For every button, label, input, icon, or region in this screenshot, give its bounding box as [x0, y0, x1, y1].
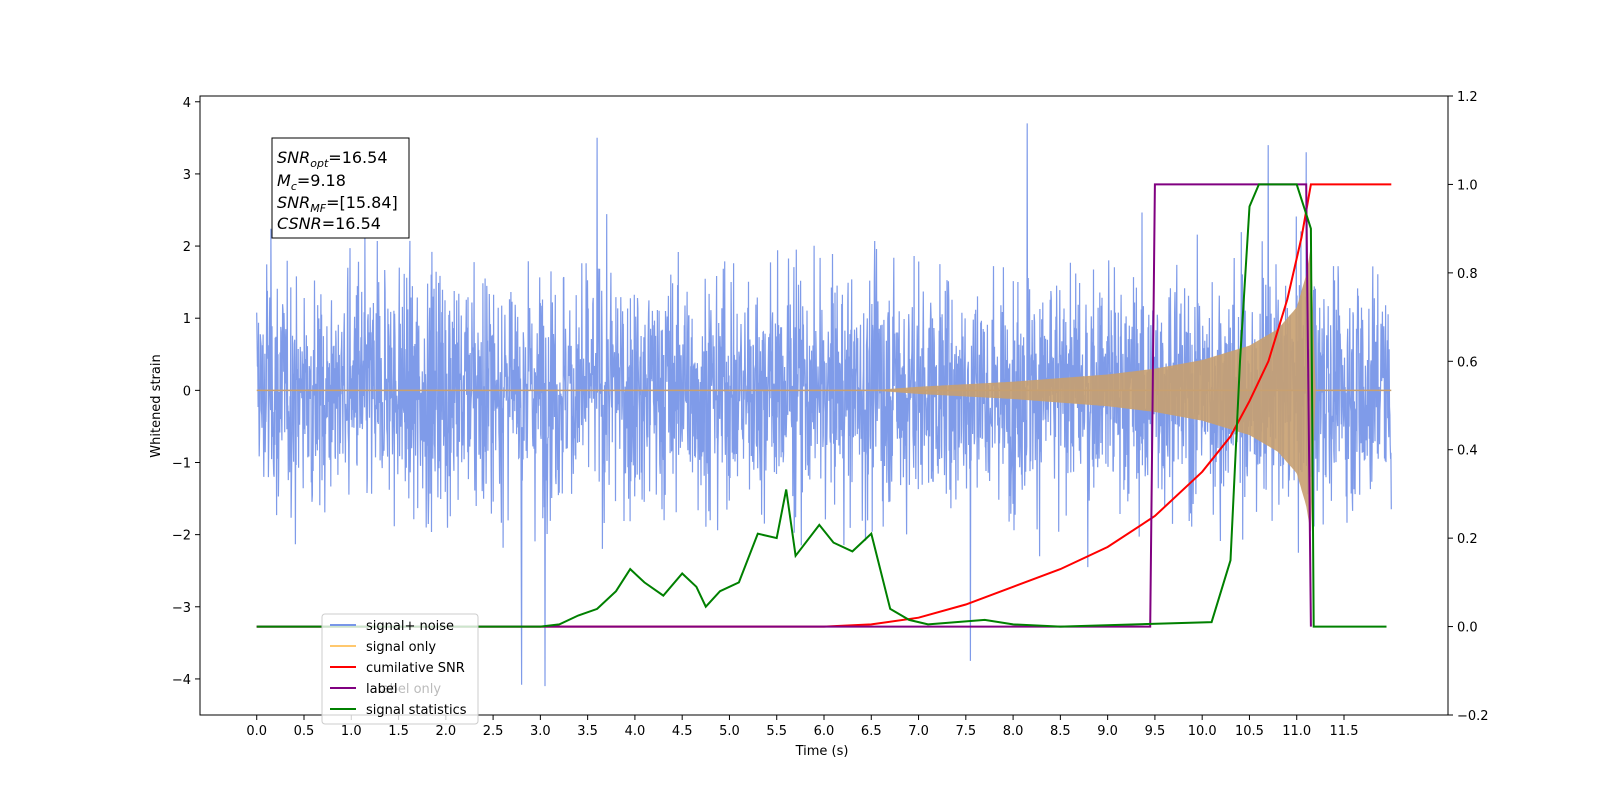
y2-axis-ticks: 1.2 1.0 0.8 0.6 0.4 0.2 0.0 −0.2 [1448, 90, 1489, 724]
info-mc: Mc=9.18 [277, 171, 346, 193]
x-tick-label: 5.0 [719, 724, 740, 739]
x-tick-label: 9.0 [1097, 724, 1118, 739]
x-tick-label: 3.5 [577, 724, 598, 739]
y2-tick-label: 1.2 [1457, 90, 1478, 105]
y2-tick-label: 0.0 [1457, 621, 1478, 636]
y2-tick-label: 0.2 [1457, 532, 1478, 547]
y2-tick-label: −0.2 [1457, 709, 1489, 724]
info-snr-mf: SNRMF=[15.84] [277, 193, 398, 215]
y2-tick-label: 0.6 [1457, 355, 1478, 370]
x-tick-label: 1.5 [388, 724, 409, 739]
cumulative-snr-line [256, 183, 1392, 628]
x-tick-label: 11.0 [1282, 724, 1311, 739]
info-snr-opt: SNRopt=16.54 [277, 148, 388, 170]
legend-label-csnr: cumilative SNR [366, 661, 465, 676]
legend-label-signal: signal only [366, 640, 436, 655]
x-tick-label: 9.5 [1145, 724, 1166, 739]
x-tick-label: 2.5 [483, 724, 504, 739]
legend-label-label: label [366, 682, 397, 697]
y-tick-label: −1 [172, 456, 191, 471]
y-tick-label: −3 [172, 601, 191, 616]
y-axis-ticks: 4 3 2 1 0 −1 −2 −3 −4 [172, 96, 200, 688]
x-tick-label: 2.0 [435, 724, 456, 739]
x-tick-label: 0.0 [246, 724, 267, 739]
plot-series [256, 123, 1392, 687]
y-tick-label: 2 [183, 240, 191, 255]
y-tick-label: −2 [172, 529, 191, 544]
info-csnr: CSNR=16.54 [277, 214, 381, 233]
label-line [256, 183, 1312, 628]
x-tick-label: 8.0 [1003, 724, 1024, 739]
y2-tick-label: 1.0 [1457, 178, 1478, 193]
x-tick-label: 11.5 [1330, 724, 1359, 739]
x-tick-label: 0.5 [294, 724, 315, 739]
x-tick-label: 10.0 [1188, 724, 1217, 739]
y-tick-label: 1 [183, 312, 191, 327]
y-tick-label: 3 [183, 168, 191, 183]
y-tick-label: 0 [183, 384, 191, 399]
x-tick-label: 4.0 [625, 724, 646, 739]
x-tick-label: 8.5 [1050, 724, 1071, 739]
y2-tick-label: 0.4 [1457, 444, 1478, 459]
y-tick-label: 4 [183, 96, 191, 111]
signal-plus-noise-line [256, 123, 1392, 687]
x-axis-label: Time (s) [795, 744, 849, 759]
legend-label-noise: signal+ noise [366, 619, 454, 634]
x-tick-label: 4.5 [672, 724, 693, 739]
x-tick-label: 7.0 [908, 724, 929, 739]
x-tick-label: 3.0 [530, 724, 551, 739]
y-axis-label: Whitened strain [149, 354, 164, 457]
y2-tick-label: 0.8 [1457, 267, 1478, 282]
x-tick-label: 5.5 [766, 724, 787, 739]
legend-label-stats: signal statistics [366, 703, 467, 718]
x-tick-label: 6.0 [814, 724, 835, 739]
signal-statistics-line [256, 183, 1387, 628]
x-tick-label: 1.0 [341, 724, 362, 739]
legend: signal+ noise signal only cumilative SNR… [321, 613, 479, 725]
info-box: SNRopt=16.54 Mc=9.18 SNRMF=[15.84] CSNR=… [271, 137, 410, 239]
x-tick-label: 7.5 [955, 724, 976, 739]
x-tick-label: 10.5 [1235, 724, 1264, 739]
legend-frame [321, 613, 479, 725]
legend-occluded-label-only: label only [378, 682, 441, 697]
y-tick-label: −4 [172, 673, 191, 688]
info-box-frame [271, 137, 410, 239]
x-axis-ticks: 0.0 0.5 1.0 1.5 2.0 2.5 3.0 3.5 4.0 4.5 5.0 5.5 6.0 6… [246, 715, 1358, 739]
x-tick-label: 6.5 [861, 724, 882, 739]
